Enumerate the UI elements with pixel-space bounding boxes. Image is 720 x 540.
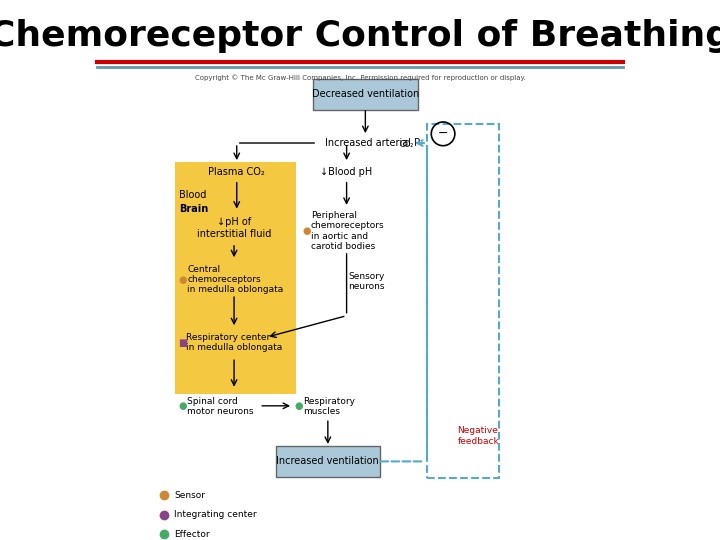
Text: Negative
feedback: Negative feedback (457, 427, 499, 446)
Text: Copyright © The Mc Graw-Hill Companies, Inc. Permission required for reproductio: Copyright © The Mc Graw-Hill Companies, … (194, 74, 526, 80)
Text: Effector: Effector (174, 530, 210, 539)
Text: ●: ● (179, 401, 187, 411)
Text: Increased arterial P: Increased arterial P (325, 138, 420, 148)
Text: Respiratory
muscles: Respiratory muscles (303, 397, 355, 416)
Text: Plasma CO₂: Plasma CO₂ (208, 167, 265, 177)
Text: Blood: Blood (179, 191, 206, 200)
Text: ●: ● (179, 274, 187, 285)
Text: ↓pH of
interstitial fluid: ↓pH of interstitial fluid (197, 218, 271, 239)
Text: CO₂: CO₂ (400, 140, 414, 149)
Text: Sensor: Sensor (174, 491, 205, 500)
Text: Decreased ventilation: Decreased ventilation (312, 90, 419, 99)
FancyBboxPatch shape (313, 79, 418, 110)
Text: ↓Blood pH: ↓Blood pH (320, 167, 373, 177)
Text: Central
chemoreceptors
in medulla oblongata: Central chemoreceptors in medulla oblong… (187, 265, 284, 294)
Text: Integrating center: Integrating center (174, 510, 256, 519)
Text: ■: ■ (178, 338, 187, 348)
Text: ●: ● (302, 226, 310, 236)
FancyBboxPatch shape (276, 446, 380, 477)
Text: Respiratory center
in medulla oblongata: Respiratory center in medulla oblongata (186, 333, 283, 353)
Text: Brain: Brain (179, 204, 208, 214)
Text: Chemoreceptor Control of Breathing: Chemoreceptor Control of Breathing (0, 19, 720, 53)
Text: −: − (438, 127, 449, 140)
FancyBboxPatch shape (175, 162, 296, 394)
Text: Peripheral
chemoreceptors
in aortic and
carotid bodies: Peripheral chemoreceptors in aortic and … (311, 211, 384, 251)
Text: Increased ventilation: Increased ventilation (276, 456, 379, 467)
Text: Spinal cord
motor neurons: Spinal cord motor neurons (187, 397, 254, 416)
Text: ●: ● (294, 401, 303, 411)
Text: Sensory
neurons: Sensory neurons (348, 272, 384, 292)
